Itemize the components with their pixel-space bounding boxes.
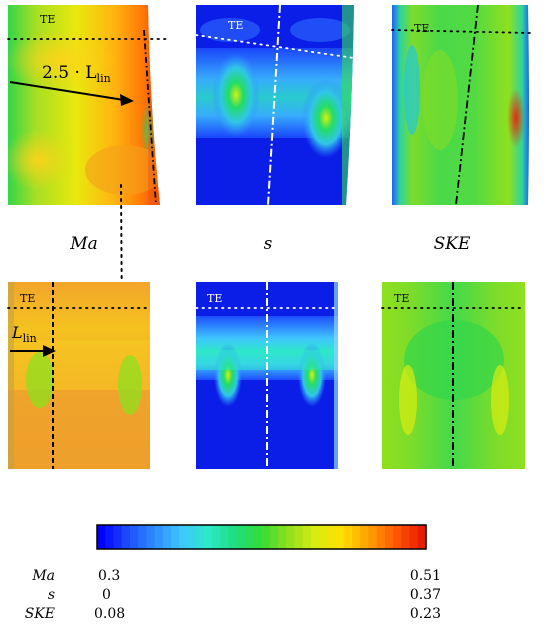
- panel-ma-top: [8, 5, 160, 205]
- colorbar-segment: [368, 525, 378, 549]
- panel-ma-bottom: [8, 282, 150, 469]
- colorbar-segment: [195, 525, 205, 549]
- colorbar-segment: [179, 525, 189, 549]
- colorbar-segment: [113, 525, 123, 549]
- colorbar-segment: [212, 525, 221, 549]
- colorbar-segment: [105, 525, 115, 549]
- colorbar-segment: [294, 525, 304, 549]
- panel-s-top: [196, 5, 354, 205]
- colorbar-segment: [327, 525, 337, 549]
- te-label-s-bottom: TE: [207, 292, 222, 305]
- colorbar-segment: [360, 525, 370, 549]
- label-ske: SKE: [434, 234, 471, 254]
- cb-row-s-min: 0: [102, 587, 111, 603]
- colorbar-segment: [187, 525, 197, 549]
- colorbar-segment: [319, 525, 328, 549]
- colorbar-segment: [310, 525, 320, 549]
- colorbar-segment: [376, 525, 386, 549]
- te-label-ske-top: TE: [414, 22, 429, 35]
- colorbar-segment: [245, 525, 254, 549]
- colorbar-segment: [384, 525, 394, 549]
- cb-row-s-max: 0.37: [410, 587, 441, 603]
- colorbar-segment: [203, 525, 213, 549]
- colorbar-frame: [96, 524, 427, 550]
- colorbar-segment: [220, 525, 230, 549]
- label-ma: Ma: [69, 234, 98, 254]
- label-s: s: [264, 234, 273, 254]
- colorbar-segment: [269, 525, 279, 549]
- cb-row-ma-min: 0.3: [98, 568, 120, 584]
- colorbar-segment: [335, 525, 345, 549]
- colorbar-segment: [401, 525, 411, 549]
- colorbar-segment: [236, 525, 246, 549]
- colorbar-segment: [393, 525, 402, 549]
- cb-row-s-name: s: [48, 587, 55, 603]
- cb-row-ske-max: 0.23: [410, 606, 441, 622]
- cb-row-ma-max: 0.51: [410, 568, 441, 584]
- bottom-overlays: [7, 282, 526, 469]
- cb-row-ma-name: Ma: [31, 568, 55, 584]
- colorbar-segment: [343, 525, 353, 549]
- colorbar-segment: [409, 525, 419, 549]
- colorbar-segment: [261, 525, 271, 549]
- cb-row-ske-min: 0.08: [94, 606, 125, 622]
- colorbar-segment: [129, 525, 139, 549]
- colorbar-segment: [286, 525, 295, 549]
- colorbar-segment: [138, 525, 147, 549]
- te-label-ma-top: TE: [40, 13, 55, 26]
- te-label-ma-bottom: TE: [20, 292, 35, 305]
- annotation-2-5-llin: 2.5 · Llin: [42, 63, 111, 85]
- te-label-ske-bottom: TE: [394, 292, 409, 305]
- cb-row-ske-name: SKE: [25, 606, 55, 622]
- colorbar-segment: [253, 525, 263, 549]
- colorbar-segment: [154, 525, 164, 549]
- colorbar-segment: [146, 525, 156, 549]
- colorbar-segment: [417, 525, 427, 549]
- colorbar-segment: [121, 525, 131, 549]
- colorbar: [97, 525, 427, 549]
- colorbar-segment: [351, 525, 361, 549]
- colorbar-segment: [302, 525, 312, 549]
- colorbar-segment: [97, 525, 106, 549]
- colorbar-segment: [228, 525, 238, 549]
- colorbar-segment: [171, 525, 180, 549]
- colorbar-segment: [277, 525, 287, 549]
- panel-ske-top: [392, 5, 529, 205]
- colorbar-segment: [162, 525, 172, 549]
- te-label-s-top: TE: [228, 19, 243, 32]
- annotation-llin: Llin: [11, 323, 37, 345]
